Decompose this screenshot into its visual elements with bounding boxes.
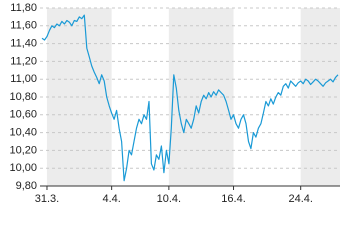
- price-line: [41, 14, 339, 182]
- y-tick-label: 10,20: [9, 144, 37, 156]
- y-tick-label: 9,80: [16, 180, 37, 192]
- x-tick-label: 10.4.: [157, 193, 181, 205]
- x-tick-label: 24.4.: [288, 193, 312, 205]
- y-tick-label: 10,00: [9, 162, 37, 174]
- y-tick-label: 11,00: [10, 73, 37, 85]
- y-tick-label: 10,40: [9, 127, 37, 139]
- y-tick-label: 11,60: [10, 20, 37, 32]
- y-tick-label: 10,80: [9, 91, 37, 103]
- page: 9,80 10,00 10,20 10,40 10,60 10,80 11,00 11,20 1…: [9, 1, 340, 205]
- y-tick-label: 11,20: [10, 55, 37, 67]
- chart: 9,80 10,00 10,20 10,40 10,60 10,80 11,00 11,20 1…: [9, 2, 340, 205]
- band: [300, 8, 340, 186]
- y-tick-label: 11,80: [10, 2, 37, 14]
- x-tick-label: 31.3.: [35, 193, 59, 205]
- x-tick-label: 16.4.: [221, 193, 245, 205]
- x-tick-label: 4.4.: [102, 193, 120, 205]
- y-tick-label: 11,40: [10, 38, 37, 50]
- y-tick-label: 10,60: [9, 109, 37, 121]
